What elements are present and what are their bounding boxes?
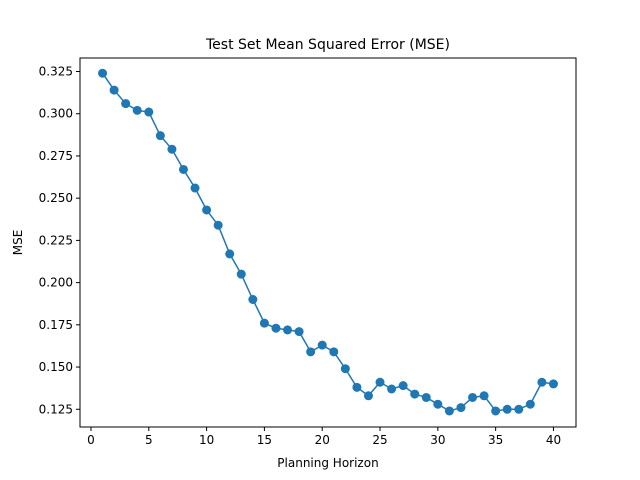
data-point [537, 377, 547, 387]
data-point [259, 318, 269, 328]
x-tick-label: 15 [257, 433, 272, 447]
data-point [144, 107, 154, 117]
data-point [468, 392, 478, 402]
data-point [387, 384, 397, 394]
data-point [271, 323, 281, 333]
data-point [109, 85, 119, 95]
data-point [479, 391, 489, 401]
x-tick-label: 35 [488, 433, 503, 447]
data-point [340, 364, 350, 374]
data-point [444, 406, 454, 416]
data-point [178, 164, 188, 174]
x-axis: 0 5 10 15 20 25 30 35 40 [87, 427, 561, 447]
data-point [525, 399, 535, 409]
data-point [352, 382, 362, 392]
y-tick-label: 0.200 [39, 276, 73, 290]
chart-title: Test Set Mean Squared Error (MSE) [205, 37, 450, 53]
data-point [317, 340, 327, 350]
data-point [236, 269, 246, 279]
data-point [294, 327, 304, 337]
data-point [121, 99, 131, 109]
y-tick-label: 0.175 [39, 318, 73, 332]
y-axis-label: MSE [11, 230, 25, 256]
y-axis: 0.125 0.150 0.175 0.200 0.225 0.250 0.275 0.300… [39, 65, 80, 416]
data-point [167, 144, 177, 154]
data-point [410, 389, 420, 399]
data-point [190, 183, 200, 193]
x-axis-label: Planning Horizon [277, 456, 378, 470]
data-point [375, 377, 385, 387]
x-tick-label: 5 [145, 433, 153, 447]
data-point [225, 249, 235, 259]
data-point [155, 131, 165, 141]
data-point [502, 404, 512, 414]
series-mse [98, 68, 558, 416]
data-point [491, 406, 501, 416]
y-tick-label: 0.125 [39, 402, 73, 416]
series-line [101, 72, 554, 412]
data-point [306, 347, 316, 357]
plot-frame [79, 57, 577, 428]
y-tick-label: 0.150 [39, 360, 73, 374]
data-point [98, 68, 108, 78]
data-point [283, 325, 293, 335]
y-tick-label: 0.225 [39, 233, 73, 247]
data-point [329, 347, 339, 357]
y-tick-label: 0.325 [39, 65, 73, 79]
data-point [248, 294, 258, 304]
data-point [202, 205, 212, 215]
data-point [456, 403, 466, 413]
data-point [398, 381, 408, 391]
y-tick-label: 0.300 [39, 107, 73, 121]
x-tick-label: 30 [430, 433, 445, 447]
data-point [514, 404, 524, 414]
data-point [421, 392, 431, 402]
x-tick-label: 25 [372, 433, 387, 447]
x-tick-label: 10 [199, 433, 214, 447]
x-tick-label: 0 [87, 433, 95, 447]
data-point [363, 391, 373, 401]
x-tick-label: 40 [546, 433, 561, 447]
data-point [213, 220, 223, 230]
y-tick-label: 0.275 [39, 149, 73, 163]
y-tick-label: 0.250 [39, 191, 73, 205]
plot-area [79, 57, 577, 428]
x-tick-label: 20 [315, 433, 330, 447]
data-point [433, 399, 443, 409]
data-point [548, 379, 558, 389]
data-point [132, 105, 142, 115]
